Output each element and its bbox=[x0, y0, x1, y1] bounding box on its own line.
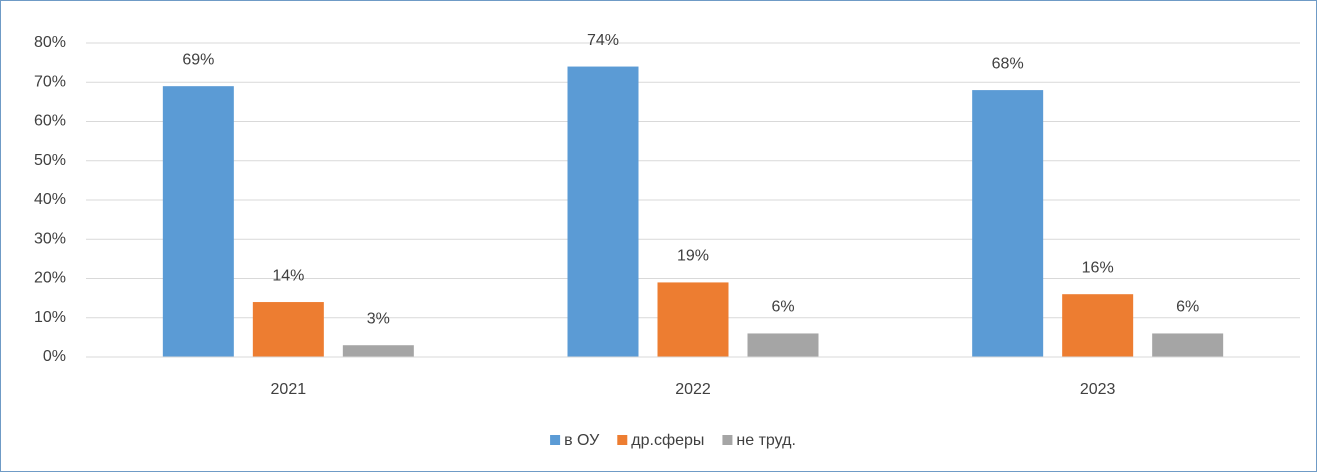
y-tick-label: 30% bbox=[34, 230, 66, 247]
x-tick-label: 2022 bbox=[675, 381, 711, 398]
value-label: 6% bbox=[1176, 299, 1199, 316]
x-tick-label: 2021 bbox=[271, 381, 307, 398]
legend-swatch bbox=[550, 435, 561, 445]
value-label: 14% bbox=[272, 267, 304, 284]
y-tick-label: 70% bbox=[34, 73, 66, 90]
legend-swatch bbox=[617, 435, 628, 445]
legend-swatch bbox=[722, 435, 733, 445]
bar bbox=[342, 345, 414, 357]
bar bbox=[747, 333, 819, 357]
y-tick-label: 60% bbox=[34, 113, 66, 130]
y-tick-label: 50% bbox=[34, 152, 66, 169]
x-tick-label: 2023 bbox=[1080, 381, 1116, 398]
legend-label: в ОУ bbox=[564, 432, 600, 449]
y-tick-label: 10% bbox=[34, 309, 66, 326]
y-tick-label: 0% bbox=[43, 348, 66, 365]
bar bbox=[252, 302, 324, 357]
value-label: 68% bbox=[992, 55, 1024, 72]
bar bbox=[972, 90, 1044, 357]
bar bbox=[162, 86, 234, 358]
bar bbox=[1062, 294, 1134, 357]
value-label: 74% bbox=[587, 32, 619, 49]
legend-label: др.сферы bbox=[631, 432, 704, 449]
value-label: 6% bbox=[771, 299, 794, 316]
y-tick-label: 40% bbox=[34, 191, 66, 208]
value-label: 19% bbox=[677, 248, 709, 265]
bar bbox=[567, 66, 639, 358]
value-label: 16% bbox=[1082, 259, 1114, 276]
bar bbox=[657, 282, 729, 357]
y-tick-label: 20% bbox=[34, 270, 66, 287]
y-tick-label: 80% bbox=[34, 34, 66, 51]
value-label: 3% bbox=[367, 310, 390, 327]
value-label: 69% bbox=[182, 51, 214, 68]
bar bbox=[1152, 333, 1224, 357]
legend-label: не труд. bbox=[736, 432, 795, 449]
